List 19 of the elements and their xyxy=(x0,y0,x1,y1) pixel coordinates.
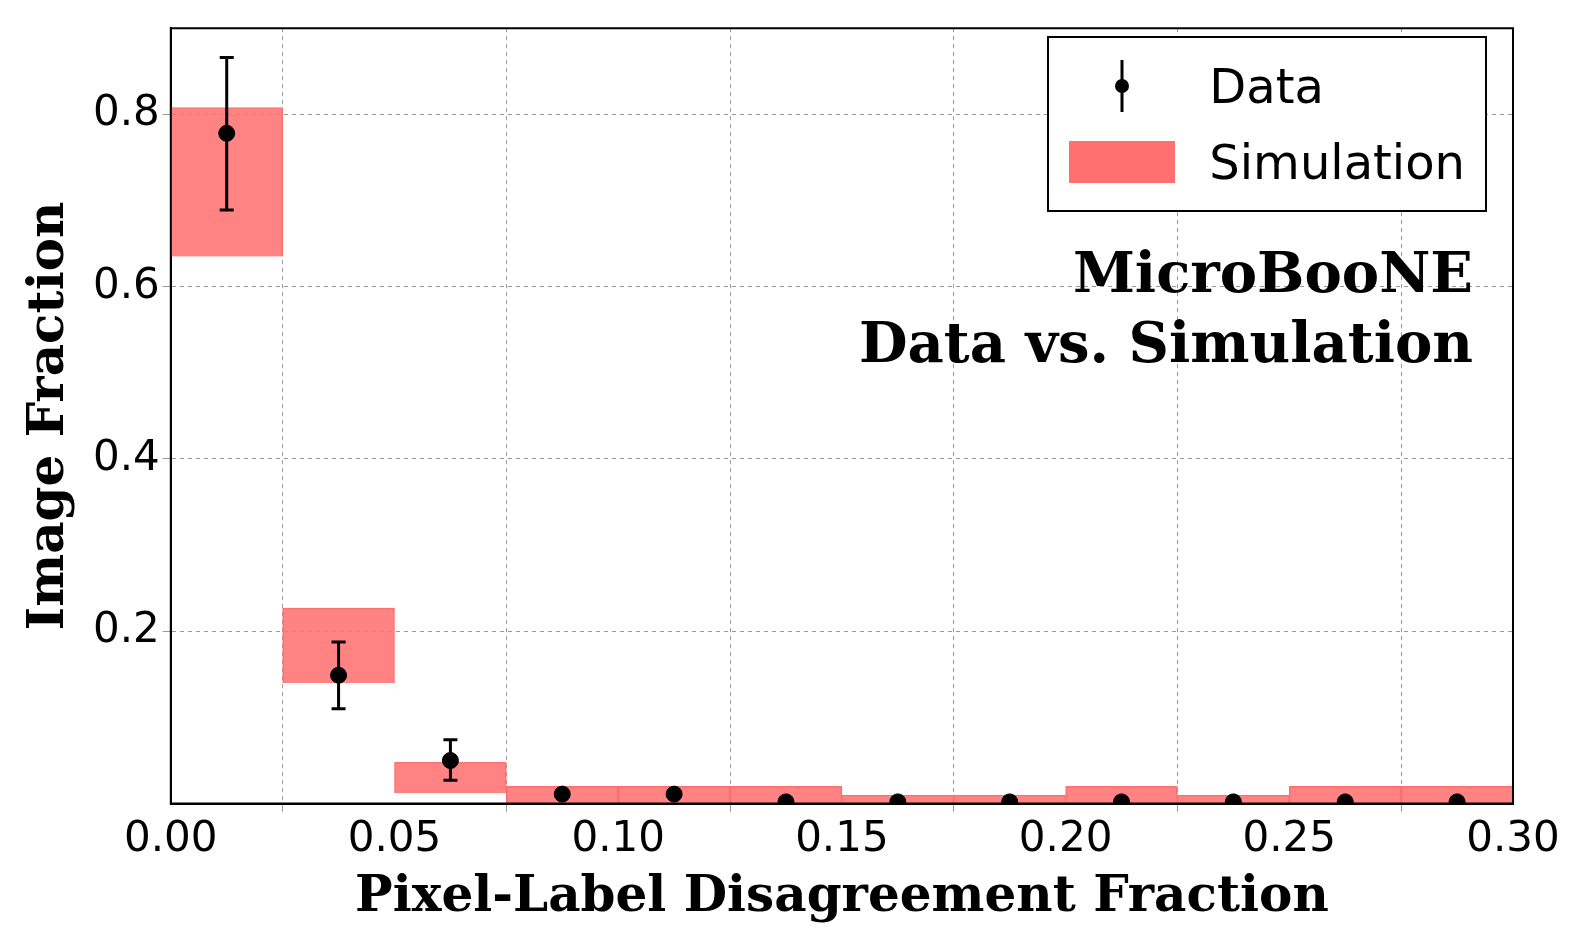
annotation: Data vs. Simulation xyxy=(858,309,1473,375)
legend-label: Data xyxy=(1209,58,1324,114)
x-axis-title: Pixel-Label Disagreement Fraction xyxy=(355,863,1329,923)
x-tick-label: 0.00 xyxy=(124,811,218,861)
bar xyxy=(170,107,283,257)
y-tick-label: 0.4 xyxy=(93,430,160,480)
x-tick-label: 0.15 xyxy=(795,811,889,861)
x-tick-label: 0.30 xyxy=(1466,811,1560,861)
annotation: MicroBooNE xyxy=(1072,239,1473,305)
x-tick-label: 0.25 xyxy=(1242,811,1337,861)
y-tick-label: 0.6 xyxy=(93,258,160,308)
x-tick-label: 0.20 xyxy=(1018,811,1113,861)
y-tick-label: 0.2 xyxy=(93,603,160,653)
x-tick-label: 0.05 xyxy=(347,811,442,861)
y-axis-title: Image Fraction xyxy=(15,201,75,631)
y-tick-label: 0.8 xyxy=(93,86,160,136)
x-tick-label: 0.10 xyxy=(571,811,665,861)
bar xyxy=(282,607,395,683)
legend-label: Simulation xyxy=(1209,134,1465,190)
